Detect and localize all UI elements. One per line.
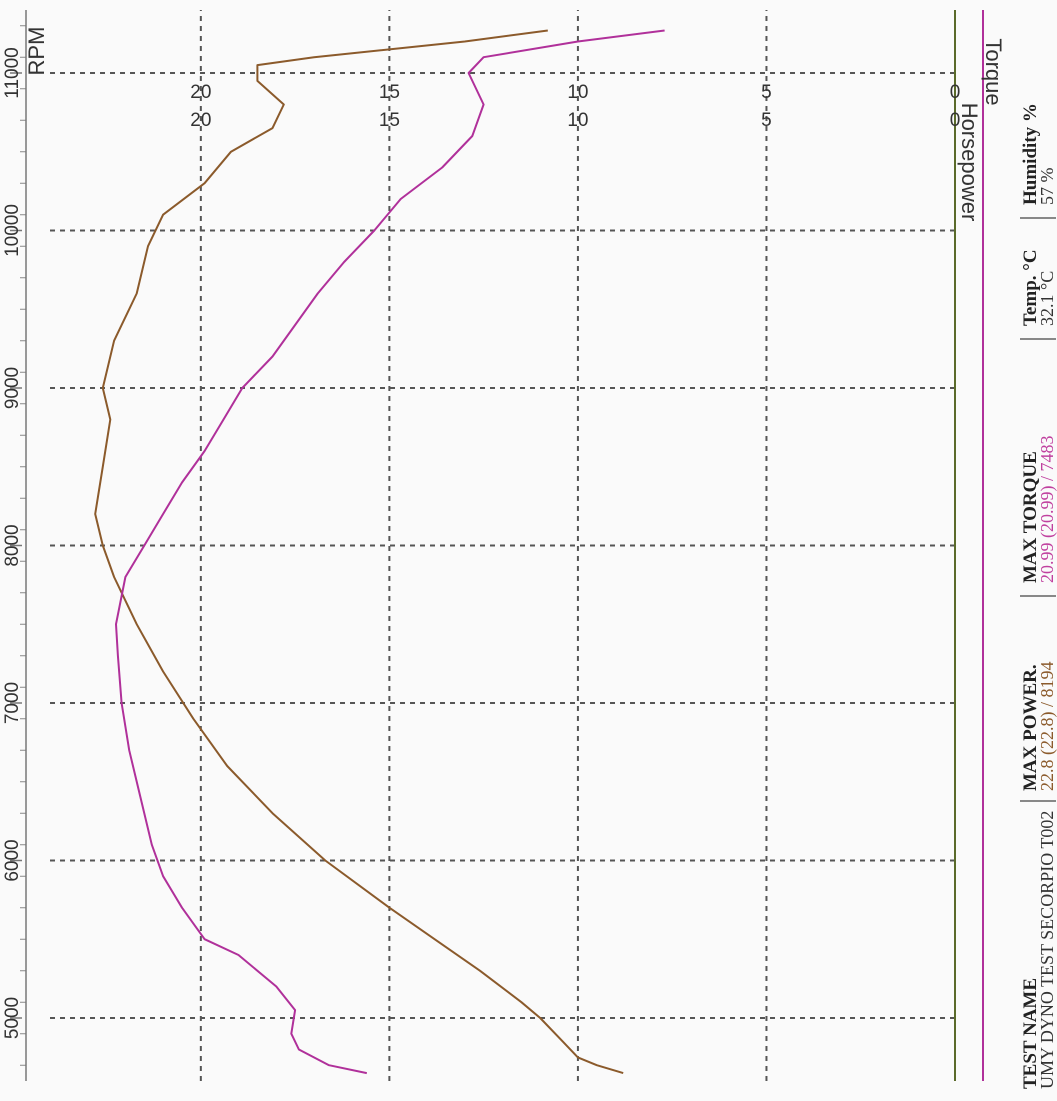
x-tick-label: 8000 — [2, 524, 23, 566]
x-tick-label: 5000 — [2, 997, 23, 1039]
torque-tick-label: 0 — [950, 82, 961, 103]
header: TEST NAME UMY DYNO TEST SECORPIO T002 MA… — [1020, 103, 1057, 1089]
max-torque-value: 20.99 (20.99) / 7483 — [1037, 436, 1057, 584]
torque-tick-label: 15 — [379, 82, 400, 103]
max-torque-label: MAX TORQUE — [1020, 451, 1041, 583]
power-curve — [94, 29, 624, 1075]
torque-axis-title: Torque — [981, 38, 1006, 105]
max-power-label: MAX POWER. — [1020, 664, 1041, 791]
power-tick-label: 10 — [567, 110, 588, 131]
torque-tick-label: 10 — [567, 82, 588, 103]
x-tick-label: 9000 — [2, 367, 23, 409]
series — [94, 29, 665, 1075]
x-tick-label: 6000 — [2, 839, 23, 881]
x-tick-label: 7000 — [2, 682, 23, 724]
x-tick-label: 10000 — [2, 204, 23, 257]
x-axis-title: RPM — [24, 27, 49, 76]
test-name-value: UMY DYNO TEST SECORPIO T002 — [1037, 811, 1057, 1089]
max-power-value: 22.8 (22.8) / 8194 — [1037, 662, 1057, 792]
torque-tick-label: 5 — [761, 82, 772, 103]
temp-value: 32.1 °C — [1037, 271, 1057, 326]
temp-label: Temp. °C — [1020, 249, 1041, 326]
torque-curve — [115, 29, 665, 1075]
gridlines — [50, 10, 955, 1081]
test-name-label: TEST NAME — [1020, 978, 1041, 1089]
humidity-label: Humidity % — [1020, 103, 1041, 205]
power-tick-label: 5 — [761, 110, 772, 131]
torque-tick-label: 20 — [190, 82, 211, 103]
axes: 5000 6000 7000 8000 9000 10000 11000 0 5 10 15 20 0 5… — [2, 10, 984, 1081]
power-tick-label: 20 — [190, 110, 211, 131]
power-tick-label: 0 — [950, 110, 961, 131]
x-tick-label: 11000 — [2, 47, 23, 98]
power-tick-label: 15 — [379, 110, 400, 131]
humidity-value: 57 % — [1037, 168, 1057, 206]
power-axis-title: Horsepower — [957, 103, 982, 222]
